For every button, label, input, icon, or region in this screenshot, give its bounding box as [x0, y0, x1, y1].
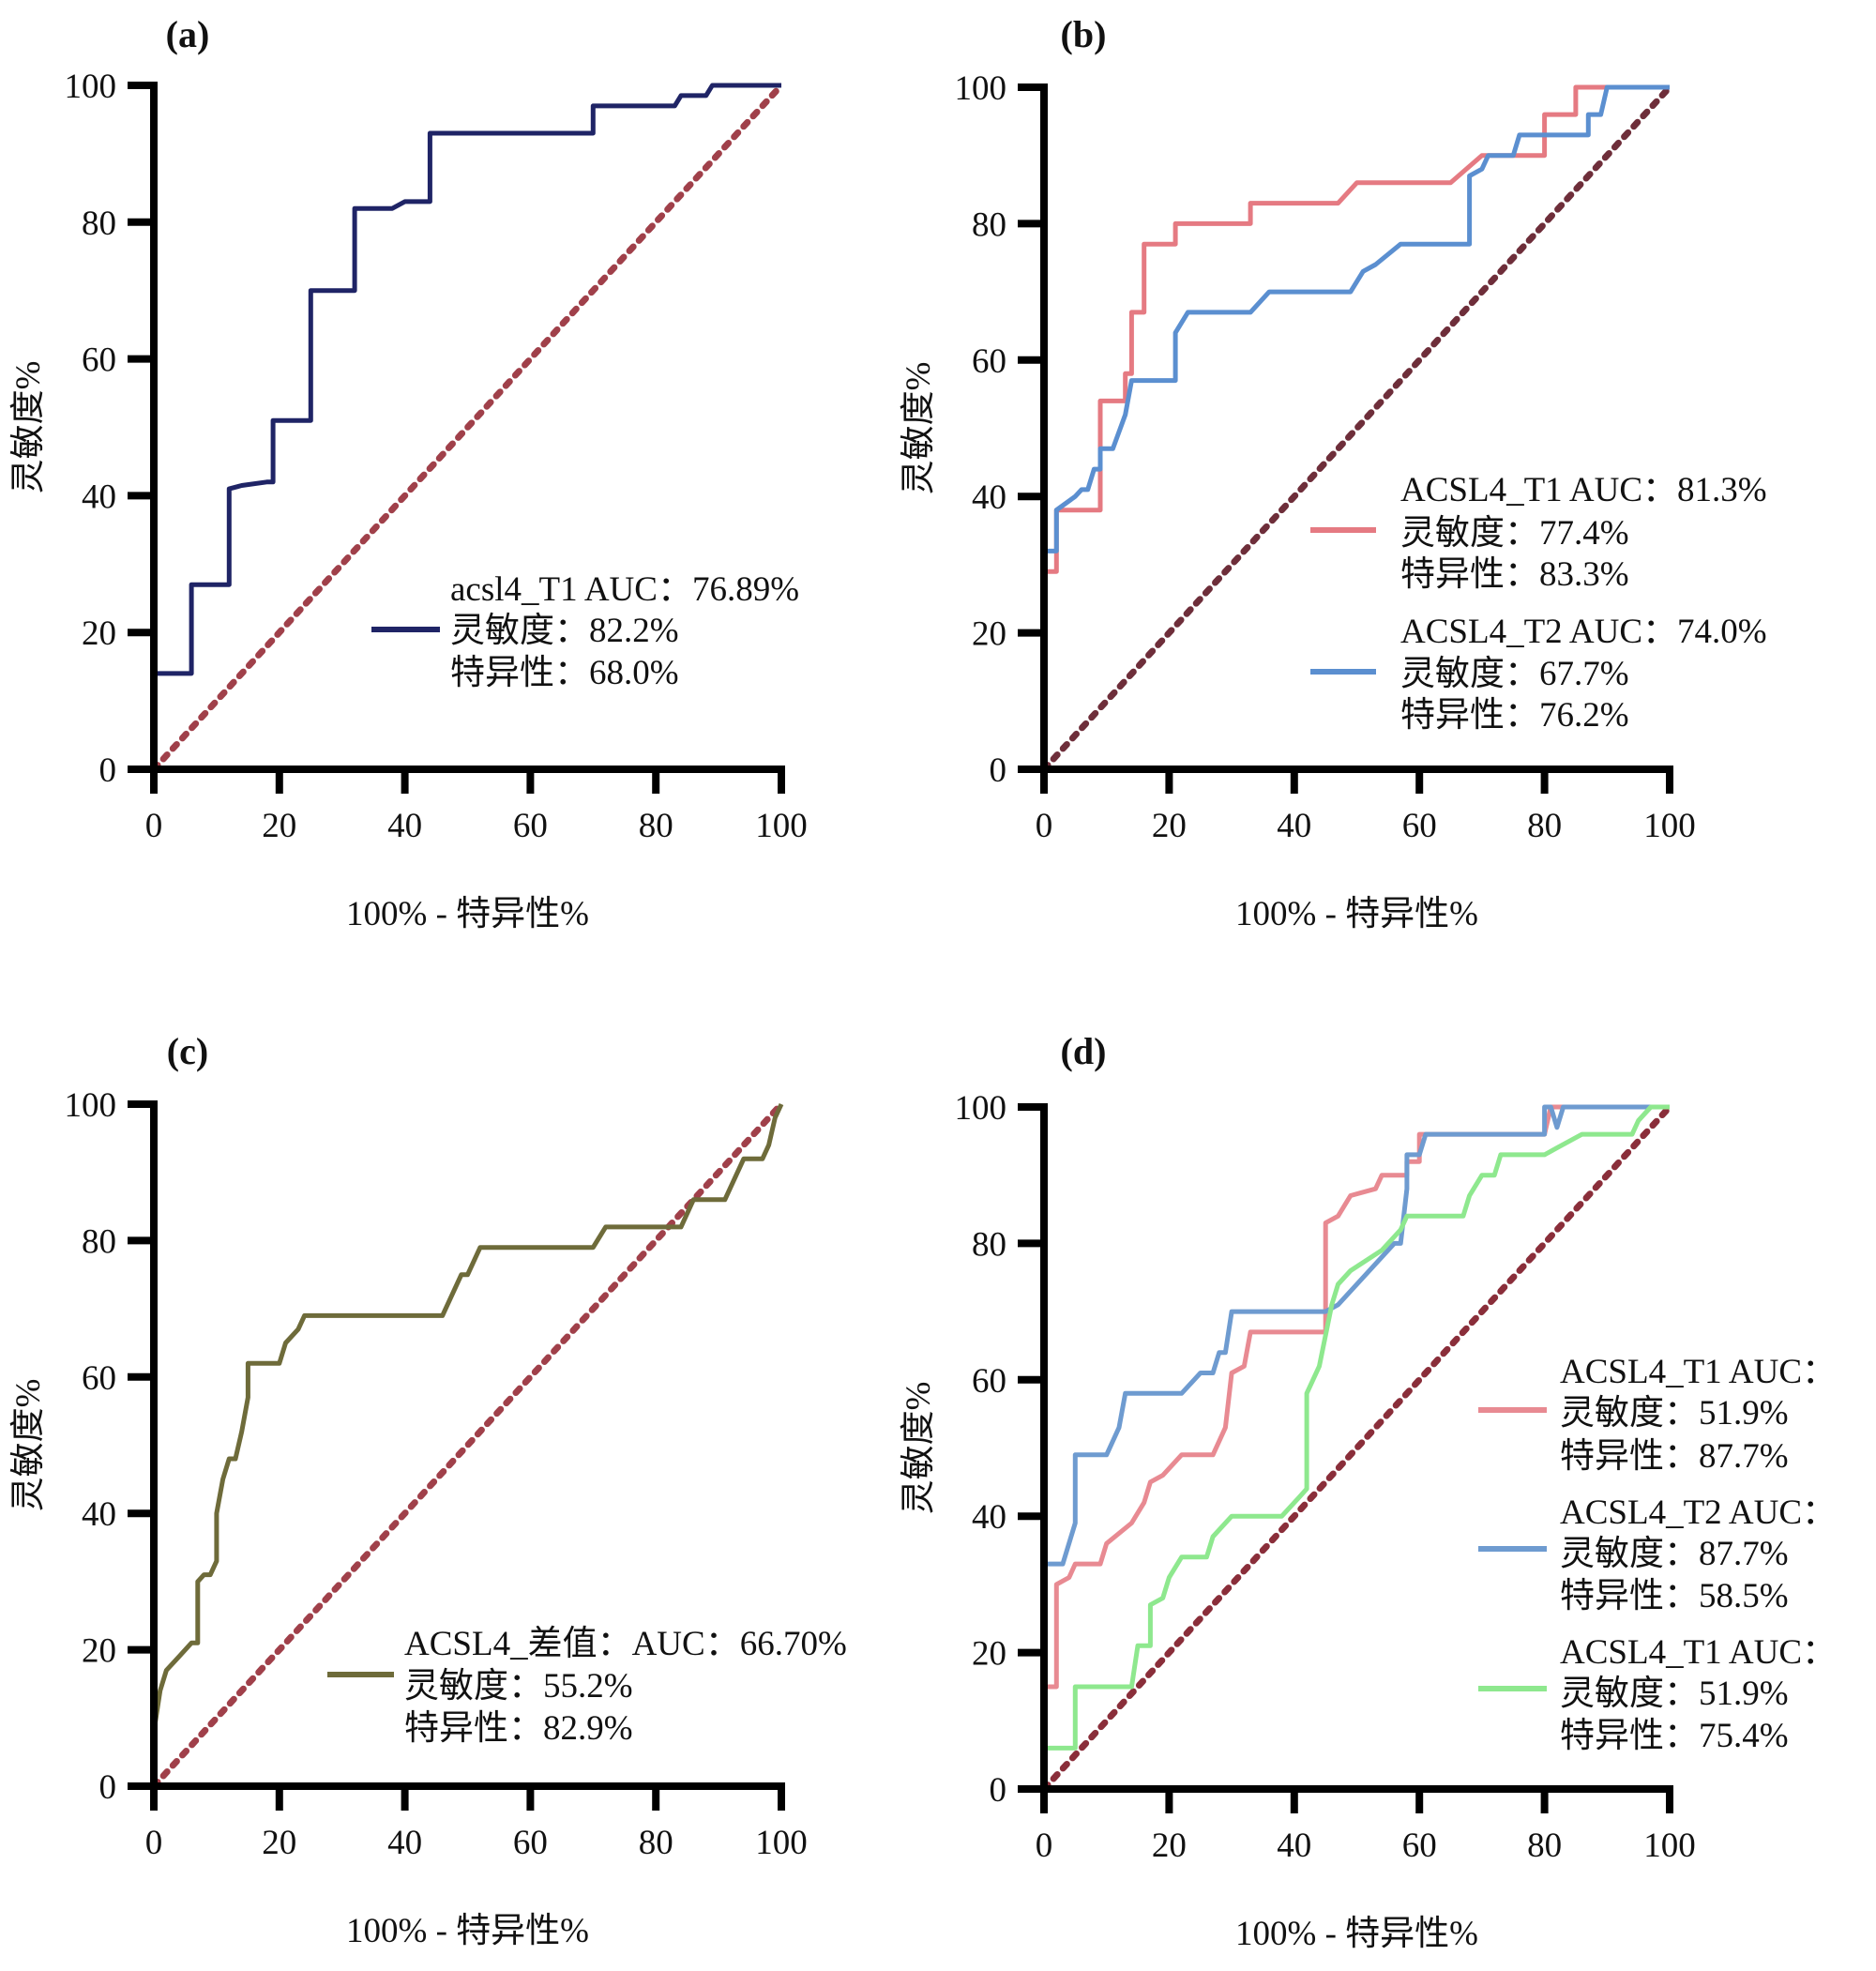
y-tick-label: 100: [955, 1089, 1007, 1128]
y-axis-label: 灵敏度%: [899, 362, 938, 495]
y-tick-label: 20: [972, 1635, 1006, 1674]
roc-curve-2: [1041, 1104, 1670, 1789]
legend-text: ACSL4_差值：AUC：66.70%: [404, 1624, 847, 1663]
x-tick-label: 80: [639, 807, 673, 845]
y-tick-label: 80: [82, 1222, 116, 1261]
y-tick-label: 100: [65, 68, 117, 106]
panel-label: (a): [166, 13, 210, 55]
x-tick-label: 0: [1036, 807, 1053, 845]
x-tick-label: 80: [639, 1824, 673, 1862]
legend-text: 灵敏度：51.9%: [1560, 1674, 1789, 1713]
roc-curve-1: [1041, 84, 1670, 769]
x-tick-label: 20: [262, 807, 296, 845]
legend-text: ACSL4_T1 AUC：: [1560, 1633, 1837, 1672]
y-tick-label: 0: [99, 1768, 117, 1807]
legend-text: 特异性：87.7%: [1560, 1437, 1789, 1476]
legend-text: 特异性：76.2%: [1400, 696, 1629, 735]
legend-text: 特异性：58.5%: [1560, 1577, 1789, 1615]
y-tick-label: 60: [972, 1362, 1006, 1401]
y-axis-label: 灵敏度%: [8, 361, 48, 494]
x-tick-label: 60: [1402, 1827, 1437, 1865]
legend-text: 灵敏度：67.7%: [1400, 654, 1629, 693]
x-tick-label: 40: [387, 807, 422, 845]
legend-text: 特异性：83.3%: [1400, 555, 1629, 594]
x-tick-label: 20: [262, 1824, 296, 1862]
legend-text: 灵敏度：82.2%: [450, 611, 679, 650]
reference-diagonal: [1040, 1103, 1673, 1793]
y-tick-label: 0: [99, 751, 117, 790]
y-tick-label: 0: [990, 1771, 1007, 1810]
y-axis-label: 灵敏度%: [899, 1382, 938, 1515]
x-tick-label: 20: [1152, 1827, 1187, 1865]
x-axis-label: 100% - 特异性%: [346, 895, 589, 933]
reference-diagonal: [150, 1100, 785, 1790]
y-tick-label: 40: [972, 1498, 1006, 1537]
x-tick-label: 40: [387, 1824, 422, 1862]
panel-b: (b) ACSL4_T1 AUC：81.3% 灵敏度：77.4%特异性：83.3% A…: [899, 13, 1767, 933]
x-tick-label: 80: [1527, 807, 1562, 845]
roc-curve-1: [151, 1102, 784, 1786]
legend-text: 特异性：68.0%: [450, 654, 679, 692]
x-tick-label: 80: [1527, 1827, 1562, 1865]
x-tick-label: 40: [1277, 1827, 1311, 1865]
x-tick-label: 0: [1036, 1827, 1053, 1865]
x-tick-label: 40: [1277, 807, 1311, 845]
y-tick-label: 20: [82, 1632, 116, 1671]
y-tick-label: 40: [972, 478, 1006, 517]
panel-d: (d)ACSL4_T1 AUC：灵敏度：51.9%特异性：87.7%ACSL4_…: [899, 1030, 1837, 1953]
x-axis-label: 100% - 特异性%: [346, 1912, 589, 1950]
legend-text: 特异性：82.9%: [404, 1709, 633, 1748]
y-tick-label: 0: [990, 751, 1007, 790]
y-tick-label: 60: [82, 1359, 116, 1398]
y-tick-label: 60: [972, 342, 1006, 381]
y-tick-label: 40: [82, 1495, 116, 1534]
y-tick-label: 40: [82, 478, 116, 516]
y-tick-label: 80: [972, 205, 1006, 244]
legend-text: ACSL4_T2 AUC：74.0%: [1400, 613, 1767, 651]
panel-label: (c): [167, 1030, 208, 1072]
x-axis-label: 100% - 特异性%: [1235, 895, 1478, 933]
legend-text: 灵敏度：87.7%: [1560, 1534, 1789, 1573]
y-tick-label: 100: [955, 69, 1007, 108]
legend-text: 灵敏度：77.4%: [1400, 513, 1629, 553]
x-axis-label: 100% - 特异性%: [1235, 1915, 1478, 1953]
y-tick-label: 20: [972, 615, 1006, 654]
y-tick-label: 100: [65, 1086, 117, 1125]
y-tick-label: 80: [972, 1225, 1006, 1264]
y-tick-label: 80: [82, 205, 116, 243]
legend-text: ACSL4_T2 AUC：: [1560, 1493, 1837, 1532]
x-tick-label: 100: [1643, 1827, 1696, 1865]
roc-curve-1: [151, 83, 781, 769]
legend-text: acsl4_T1 AUC：76.89%: [450, 570, 799, 609]
y-tick-label: 60: [82, 341, 116, 380]
x-tick-label: 60: [1402, 807, 1437, 845]
reference-diagonal: [150, 82, 785, 773]
y-axis-label: 灵敏度%: [8, 1379, 48, 1512]
roc-curve-3: [1041, 1104, 1670, 1789]
legend-text: ACSL4_T1 AUC：: [1560, 1353, 1837, 1391]
x-tick-label: 100: [755, 1824, 808, 1862]
roc-curve-2: [1041, 84, 1670, 769]
y-tick-label: 20: [82, 614, 116, 653]
x-tick-label: 60: [513, 1824, 548, 1862]
legend-text: 灵敏度：51.9%: [1560, 1393, 1789, 1433]
panel-label: (b): [1061, 13, 1107, 55]
legend-text: 灵敏度：55.2%: [404, 1666, 633, 1706]
x-tick-label: 100: [755, 807, 808, 845]
panel-c: (c) ACSL4_差值：AUC：66.70%灵敏度：55.2%特异性：82.9%…: [8, 1030, 847, 1950]
reference-diagonal: [1040, 83, 1673, 773]
x-tick-label: 0: [145, 807, 163, 845]
x-tick-label: 0: [145, 1824, 163, 1862]
panel-a: (a) acsl4_T1 AUC：76.89%灵敏度：82.2% 特异性：68.0%…: [8, 13, 808, 933]
x-tick-label: 20: [1152, 807, 1187, 845]
panel-label: (d): [1061, 1030, 1107, 1072]
legend-text: ACSL4_T1 AUC：81.3%: [1400, 471, 1767, 509]
x-tick-label: 100: [1643, 807, 1696, 845]
x-tick-label: 60: [513, 807, 548, 845]
legend-text: 特异性：75.4%: [1560, 1717, 1789, 1755]
